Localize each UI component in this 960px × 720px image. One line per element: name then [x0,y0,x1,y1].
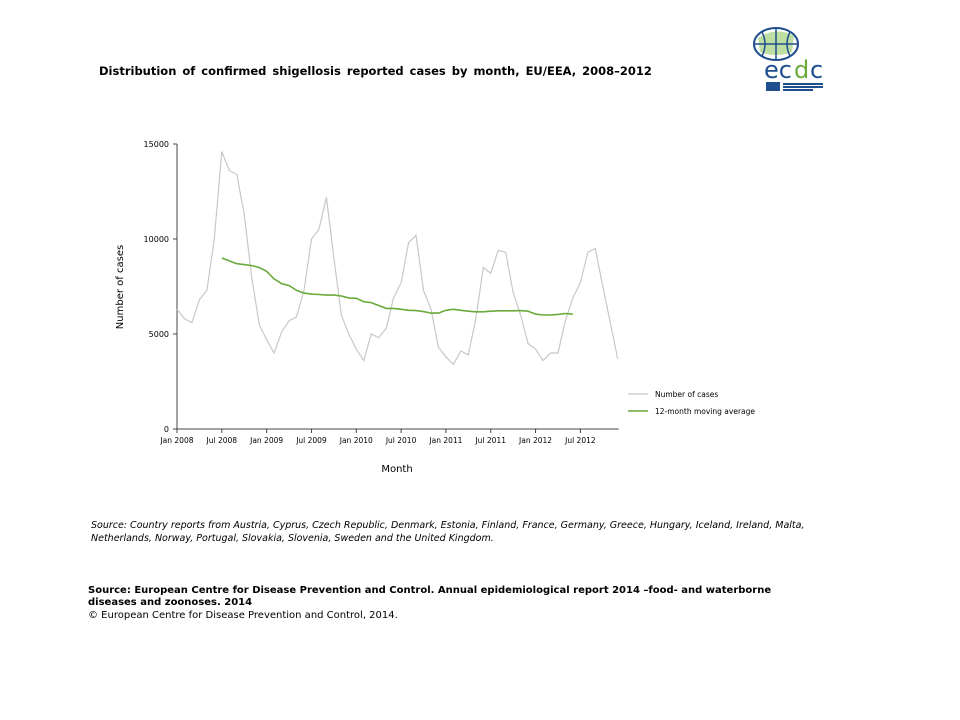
copyright: © European Centre for Disease Prevention… [88,610,398,621]
chart-title: Distribution of confirmed shigellosis re… [99,64,652,78]
x-tick-label: Jul 2012 [564,436,596,445]
svg-text:ec: ec [764,56,792,84]
x-tick-label: Jul 2008 [206,436,238,445]
series-line-moving-average [221,257,573,316]
x-tick-label: Jan 2012 [518,436,552,445]
series-line-cases [176,151,619,366]
y-tick-label: 5000 [149,330,169,339]
svg-text:d: d [794,56,809,84]
line-chart: 0 5000 10000 15000 Jan 2008 Jul 2008 Jan 2009 J… [115,140,755,475]
svg-text:c: c [810,56,823,84]
x-tick-label: Jul 2011 [474,436,506,445]
source-note: Source: Country reports from Austria, Cy… [91,520,805,544]
x-axis-label: Month [381,464,412,475]
legend-label: 12-month moving average [655,407,755,416]
y-axis-label: Number of cases [115,245,126,329]
citation: Source: European Centre for Disease Prev… [88,585,772,608]
y-tick-label: 15000 [144,140,169,149]
x-tick-label: Jan 2008 [159,436,193,445]
legend-label: Number of cases [655,390,718,399]
x-tick-label: Jan 2009 [249,436,283,445]
ecdc-logo: ec d c [753,27,823,91]
x-tick-label: Jul 2010 [385,436,417,445]
x-tick-label: Jan 2010 [339,436,373,445]
y-tick-label: 10000 [144,235,169,244]
y-tick-label: 0 [164,425,169,434]
x-tick-label: Jul 2009 [295,436,327,445]
x-tick-label: Jan 2011 [428,436,462,445]
